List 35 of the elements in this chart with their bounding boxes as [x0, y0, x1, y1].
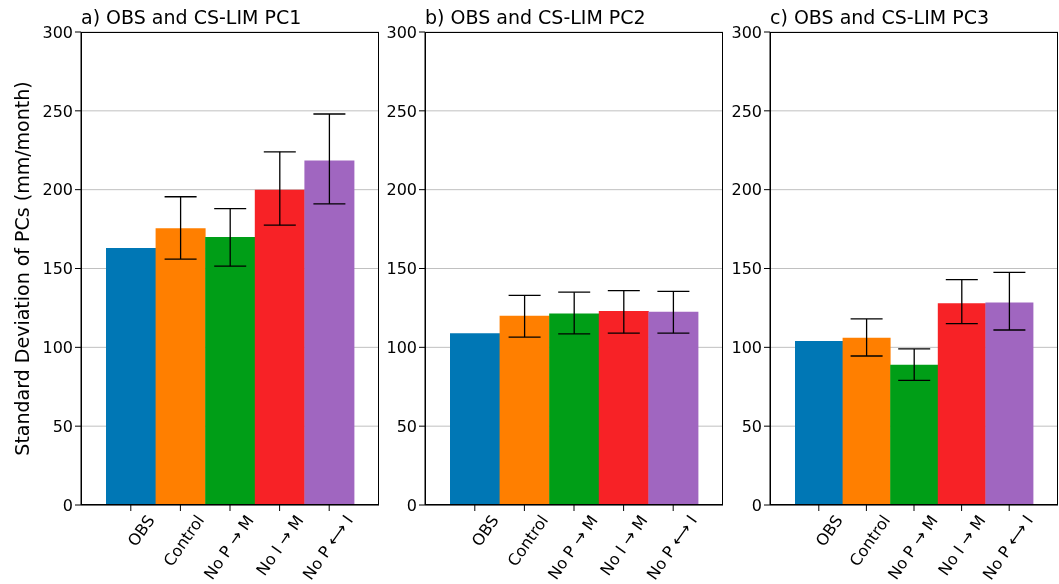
y-tick-label: 50	[52, 416, 73, 436]
y-tick-label: 0	[406, 495, 417, 515]
chart-title: b) OBS and CS-LIM PC2	[425, 6, 646, 28]
bar	[254, 189, 305, 505]
y-tick-label: 150	[731, 259, 762, 279]
bar	[890, 364, 939, 505]
y-tick-label: 100	[386, 338, 417, 358]
bar	[937, 303, 986, 505]
y-tick-label: 250	[731, 101, 762, 121]
y-tick-label: 0	[62, 495, 73, 515]
chart-title: a) OBS and CS-LIM PC1	[81, 6, 302, 28]
y-tick-label: 150	[386, 259, 417, 279]
y-tick-label: 200	[731, 180, 762, 200]
y-tick-label: 300	[42, 22, 73, 42]
y-tick-label: 50	[396, 416, 417, 436]
bar	[985, 302, 1034, 505]
bar	[155, 228, 206, 505]
y-tick-label: 0	[751, 495, 762, 515]
y-tick-label: 200	[386, 180, 417, 200]
y-tick-label: 100	[731, 338, 762, 358]
y-tick-label: 50	[741, 416, 762, 436]
bar	[795, 341, 843, 505]
y-tick-label: 100	[42, 338, 73, 358]
bar	[304, 160, 355, 505]
bar	[106, 248, 156, 505]
y-tick-label: 250	[42, 101, 73, 121]
bar	[205, 236, 256, 505]
y-tick-label: 300	[731, 22, 762, 42]
y-tick-label: 300	[386, 22, 417, 42]
y-tick-label: 200	[42, 180, 73, 200]
y-tick-label: 150	[42, 259, 73, 279]
bar	[842, 337, 891, 505]
y-axis-title: Standard Deviation of PCs (mm/month)	[11, 81, 33, 456]
chart-title: c) OBS and CS-LIM PC3	[770, 6, 990, 28]
y-tick-label: 250	[386, 101, 417, 121]
